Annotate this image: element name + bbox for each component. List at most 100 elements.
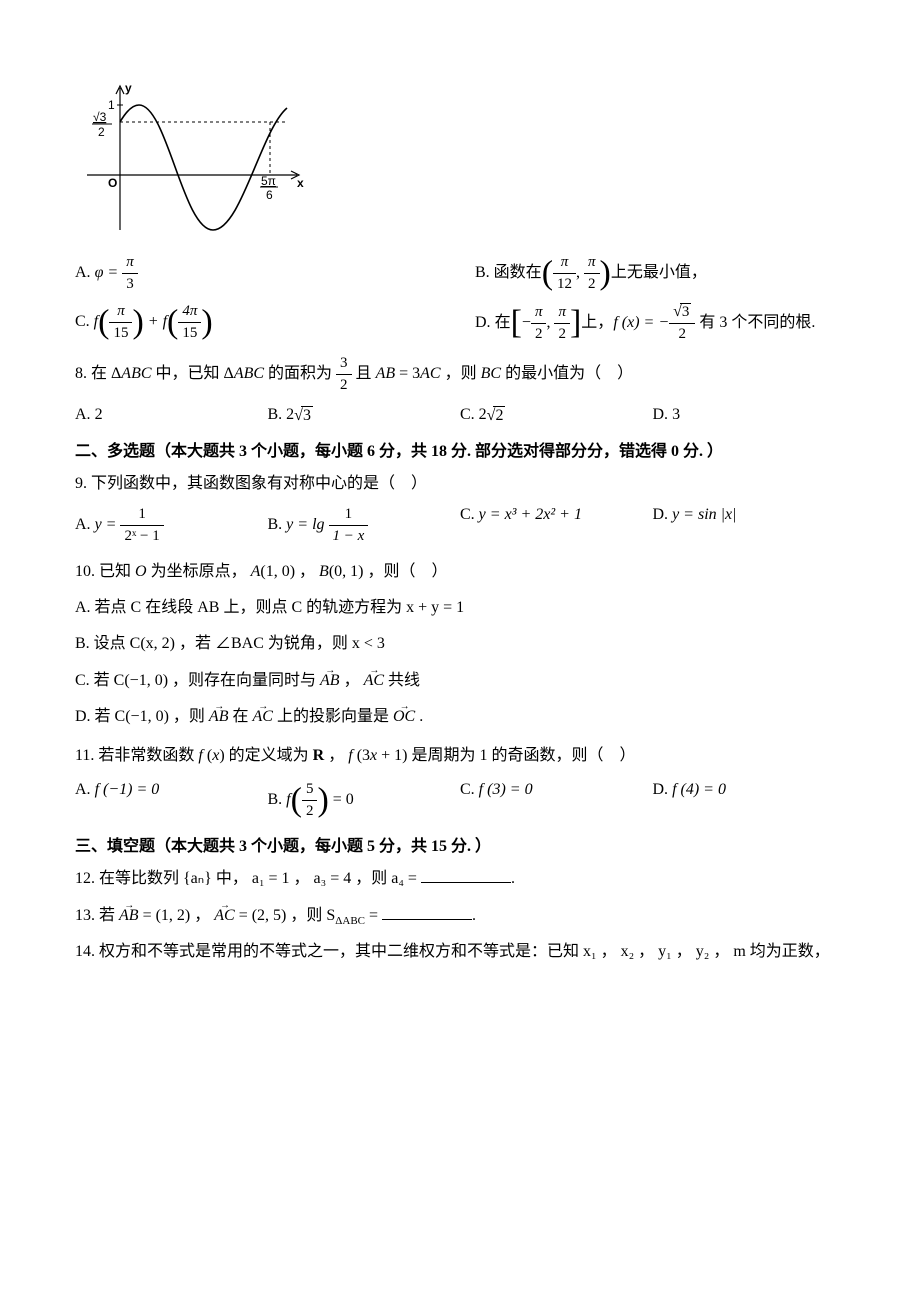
q7-d-post: 有 3 个不同的根.	[699, 314, 815, 331]
q12: 12. 在等比数列 {aₙ} 中， a₁ = 1 ， a₃ = 4 ，则 a₄ …	[75, 868, 845, 890]
q11-b-d: 2	[302, 801, 318, 822]
svg-text:y: y	[125, 81, 132, 95]
q7-option-b: B. 函数在(π12, π2)上无最小值，	[475, 252, 707, 295]
q12-blank	[421, 868, 511, 883]
q7-d-b2d: 2	[554, 324, 570, 345]
q7-c-f1n: π	[109, 301, 132, 323]
q10-d-m1: 在	[228, 708, 252, 725]
q7-d-frd: 2	[669, 324, 695, 345]
q7-b-f2d: 2	[584, 274, 600, 295]
svg-text:O: O	[108, 176, 117, 190]
q7-b-f1d: 12	[553, 274, 576, 295]
q7-row1: A. φ = π3 B. 函数在(π12, π2)上无最小值，	[75, 252, 845, 295]
section-3-title: 三、填空题（本大题共 3 个小题，每小题 5 分，共 15 分. ）	[75, 836, 845, 858]
q11-stem: 11. 若非常数函数 f (x) 的定义域为 R ， f (3x + 1) 是周…	[75, 745, 845, 767]
q7-b-f2n: π	[584, 252, 600, 274]
q10-option-b: B. 设点 C(x, 2) ，若 ∠BAC 为锐角，则 x < 3	[75, 633, 845, 655]
q8-eq: = 3	[395, 366, 420, 383]
q9-b-pre: y = lg	[286, 516, 328, 533]
q9-c: y = x³ + 2x² + 1	[479, 506, 582, 523]
q13-pre: 13. 若	[75, 907, 119, 924]
q8-option-a: A. 2	[75, 404, 268, 427]
q8-post: ，则	[441, 366, 481, 383]
q9-b-d: 1 − x	[329, 526, 369, 547]
svg-text:5π: 5π	[261, 174, 276, 188]
q11-c: f (3) = 0	[479, 781, 533, 798]
q13-m1: = (1, 2) ，	[139, 907, 215, 924]
q11-option-a: A. f (−1) = 0	[75, 779, 268, 822]
q13-tail: .	[472, 907, 476, 924]
q10-option-a: A. 若点 C 在线段 AB 上，则点 C 的轨迹方程为 x + y = 1	[75, 597, 845, 619]
q7-b-pre: 函数在	[494, 264, 542, 281]
q8-m3: 且	[352, 366, 376, 383]
q8-bc: BC	[481, 366, 501, 383]
section-2-title: 二、多选题（本大题共 3 个小题，每小题 6 分，共 18 分. 部分选对得部分…	[75, 441, 845, 463]
q12-post: .	[511, 870, 515, 887]
q11-b-post: = 0	[329, 791, 354, 808]
q9-a-n: 1	[120, 504, 163, 526]
q11-option-c: C. f (3) = 0	[460, 779, 653, 822]
q8-option-c: C. 22	[460, 404, 653, 427]
q7-d-mid: 上，	[581, 314, 613, 331]
q7-b-f1n: π	[553, 252, 576, 274]
q8-b: 2	[286, 406, 294, 423]
q7-d-b1n: π	[531, 302, 547, 324]
svg-text:1: 1	[108, 98, 115, 112]
svg-text:6: 6	[266, 188, 273, 202]
q9-d: y = sin |x|	[672, 506, 736, 523]
q10-c-mid: ，	[340, 672, 364, 689]
function-graph: y 1 O x √3 2 5π 6	[75, 80, 305, 240]
q8-fn: 3	[336, 353, 352, 375]
q11-option-b: B. f(52) = 0	[268, 779, 461, 822]
q9-option-d: D. y = sin |x|	[653, 504, 846, 547]
q7-d-fx: f (x) = −	[613, 314, 669, 331]
q14: 14. 权方和不等式是常用的不等式之一，其中二维权方和不等式是：已知 x₁ ， …	[75, 941, 845, 963]
q8-stem: 8. 在 ΔABC 中，已知 ΔABC 的面积为 32 且 AB = 3AC ，…	[75, 353, 845, 396]
q9-option-a: A. y = 12ˣ − 1	[75, 504, 268, 547]
q7-d-pre: 在	[495, 314, 511, 331]
q12-pre: 12. 在等比数列 {aₙ} 中， a₁ = 1 ， a₃ = 4 ，则 a₄ …	[75, 870, 421, 887]
q8-abc1: ABC	[121, 366, 151, 383]
q11-option-d: D. f (4) = 0	[653, 779, 846, 822]
q13-sub: ΔABC	[335, 915, 365, 927]
q11-d: f (4) = 0	[672, 781, 726, 798]
q8-c: 2	[479, 406, 487, 423]
q8-cs: 2	[493, 406, 505, 424]
q9-option-c: C. y = x³ + 2x² + 1	[460, 504, 653, 547]
q10-option-d: D. 若 C(−1, 0) ，则 AB 在 AC 上的投影向量是 OC .	[75, 706, 845, 728]
q8-fd: 2	[336, 375, 352, 396]
q8-m1: 中，已知 Δ	[152, 366, 234, 383]
q8-ac: AC	[420, 366, 440, 383]
q13-post: =	[365, 907, 382, 924]
q7-b-post: 上无最小值，	[611, 264, 707, 281]
q10-d-m2: 上的投影向量是	[273, 708, 393, 725]
svg-text:2: 2	[98, 125, 105, 139]
q7-a-text: φ =	[95, 264, 123, 281]
q7-option-a: A. φ = π3	[75, 252, 475, 295]
q9-stem: 9. 下列函数中，其函数图象有对称中心的是（ ）	[75, 473, 845, 495]
q13: 13. 若 AB = (1, 2) ， AC = (2, 5) ，则 SΔABC…	[75, 905, 845, 927]
q7-option-d: D. 在[−π2, π2]上，f (x) = −32 有 3 个不同的根.	[475, 301, 815, 345]
svg-text:√3: √3	[93, 110, 107, 124]
q7-a-num: π	[122, 252, 138, 274]
q9-a-pre: y =	[95, 516, 121, 533]
q8-ab: AB	[376, 366, 396, 383]
q7-c-f2n: 4π	[178, 301, 201, 323]
q8-option-b: B. 23	[268, 404, 461, 427]
q7-d-b2n: π	[554, 302, 570, 324]
q7-a-den: 3	[122, 274, 138, 295]
q8-m2: 的面积为	[264, 366, 336, 383]
q10-stem: 10. 已知 O 为坐标原点， A(1, 0) ， B(0, 1) ，则（ ）	[75, 561, 845, 583]
q8-bs: 3	[301, 406, 313, 424]
q10-d-pre: D. 若 C(−1, 0) ，则	[75, 708, 209, 725]
q7-d-b1d: 2	[531, 324, 547, 345]
q9-a-d: 2ˣ − 1	[120, 526, 163, 547]
q13-blank	[382, 905, 472, 920]
q9-b-n: 1	[329, 504, 369, 526]
q7-row2: C. f(π15) + f(4π15) D. 在[−π2, π2]上，f (x)…	[75, 301, 845, 345]
q13-m2: = (2, 5) ，则 S	[235, 907, 336, 924]
q11-b-n: 5	[302, 779, 318, 801]
q7-option-c: C. f(π15) + f(4π15)	[75, 301, 475, 345]
q8-d: 3	[672, 406, 680, 423]
q10-c-pre: C. 若 C(−1, 0) ，则存在向量同时与	[75, 672, 320, 689]
